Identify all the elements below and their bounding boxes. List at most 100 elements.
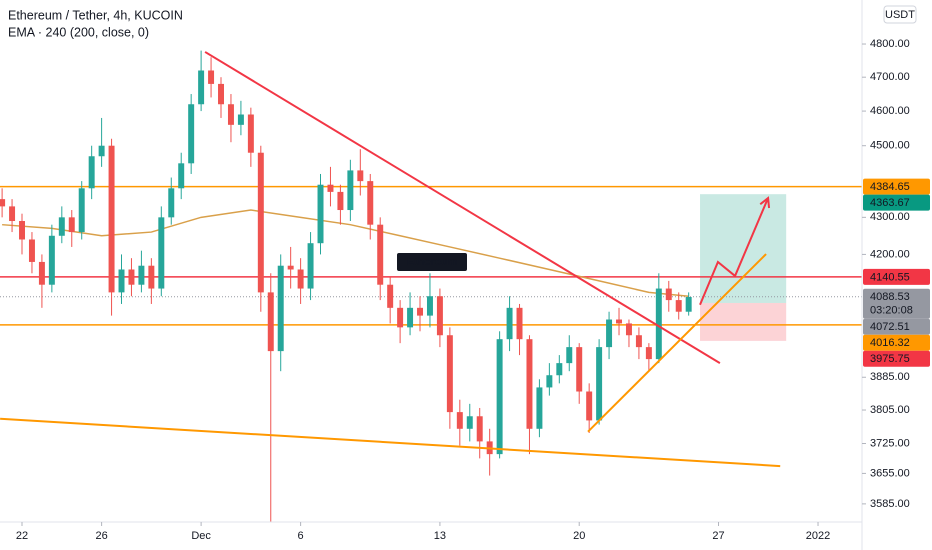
countdown-label: 03:20:08 [870,305,913,317]
price-label: 4072.51 [870,321,910,333]
candle-body [0,199,6,207]
chart-title: Ethereum / Tether, 4h, KUCOIN [8,8,183,22]
candle-body [546,375,553,388]
candle-body [675,300,682,312]
candle-body [317,184,324,244]
candle-body [277,265,284,352]
candle-body [417,307,424,316]
candle-body [118,269,125,293]
price-label: 4140.55 [870,271,910,283]
candle-body [466,416,473,429]
candle-body [28,239,35,262]
annotation: Ethereum [407,256,458,268]
x-tick-label: 22 [16,530,28,542]
candle-body [665,288,672,301]
price-label-box [863,178,930,195]
price-axis: 4800.00 4700.00 4600.00 4500.00 4300.00 4200.… [862,38,910,510]
candle-body [148,265,155,289]
candle-body [198,70,205,105]
price-label: 4363.67 [870,197,910,209]
candle-body [138,265,145,285]
trendline [204,51,721,364]
candle-body [456,412,463,429]
candle-body [237,114,244,125]
candle-body [436,296,443,336]
candle-body [586,391,593,421]
candle-body [635,335,642,348]
candle-body [516,307,523,340]
candle-body [257,152,264,293]
trendline [587,253,767,433]
x-tick-label: 26 [95,530,107,542]
price-label: 4384.65 [870,181,910,193]
currency-box[interactable] [883,5,917,24]
candle-body [496,339,503,455]
stop-zone [700,302,787,341]
candle-body [407,307,414,328]
candle-body [606,319,613,348]
candle-body [68,217,75,233]
arrow-path [699,197,769,306]
candle-body [188,104,195,164]
price-label-box [863,288,930,319]
candle-body [208,70,215,84]
candle-body [387,284,394,308]
price-label-box [863,350,930,367]
candle-body [506,307,513,340]
plot-area: Ethereum [0,50,862,522]
candle-body [625,323,632,336]
candle-body [476,416,483,442]
indicator-label: EMA · 240 (200, close, 0) [8,25,149,39]
candle-body [655,288,662,360]
candle-body [556,363,563,376]
candle-body [367,181,374,225]
price-label-box [863,194,930,211]
y-tick-label: 3885.00 [870,371,910,383]
candle-body [128,269,135,285]
y-tick-label: 4500.00 [870,140,910,152]
price-label-box [863,268,930,285]
candle-body [58,217,65,236]
y-tick-label: 4800.00 [870,38,910,50]
candle-body [168,188,175,218]
y-tick-label: 4700.00 [870,71,910,83]
candle-body [596,347,603,421]
candle-body [38,261,45,285]
candle-body [9,206,16,222]
currency-label[interactable]: USDT [885,9,915,21]
candle-body [78,188,85,233]
candle-body [536,387,543,429]
x-tick-label: Dec [191,530,211,542]
annotation-box [397,253,467,271]
candle-body [307,243,314,289]
y-tick-label: 3585.00 [870,498,910,510]
target-zone [700,194,787,303]
y-tick-label: 4600.00 [870,105,910,117]
candle-body [576,347,583,392]
price-label-box [863,334,930,351]
candle-body [48,235,55,285]
candle-body [566,347,573,364]
candle-body [327,184,334,192]
x-tick-label: 6 [298,530,304,542]
candle-body [19,221,25,240]
candle-body [347,170,354,211]
candle-body [287,265,294,270]
arrow-head [759,196,771,209]
trendline [0,417,781,468]
y-tick-label: 3655.00 [870,467,910,479]
candle-body [426,296,433,316]
candle-body [685,297,692,312]
candle-body [98,145,105,157]
x-tick-label: 20 [573,530,585,542]
candle-body [526,339,533,429]
candle-body [178,163,185,189]
price-label-box [863,318,930,335]
candle-body [108,145,115,293]
candle-body [158,217,165,289]
candle-body [247,114,254,153]
candle-body [645,347,652,360]
y-tick-label: 4200.00 [870,248,910,260]
